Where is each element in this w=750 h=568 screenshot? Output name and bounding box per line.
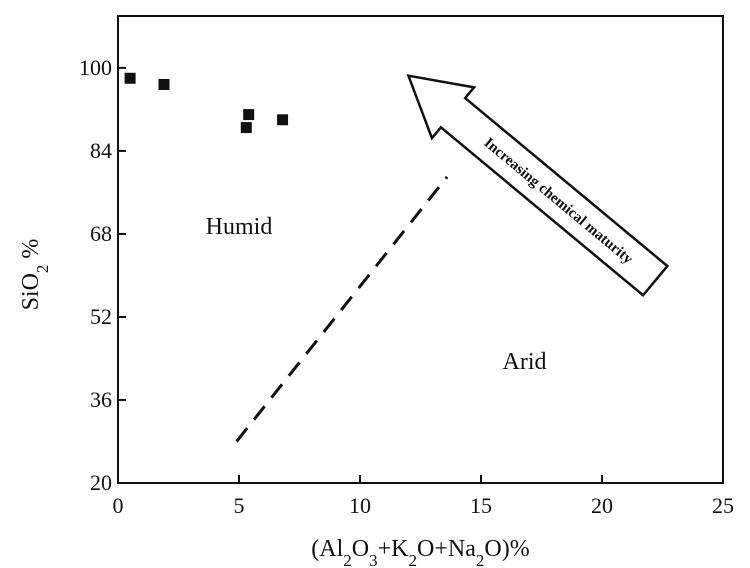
region-labels: Humid Arid	[206, 214, 547, 375]
y-tick-label: 36	[90, 387, 112, 412]
y-tick-label: 68	[90, 221, 112, 246]
data-point	[243, 109, 255, 121]
plot-area-frame	[117, 15, 724, 484]
data-point	[240, 122, 252, 134]
x-tick-label: 20	[591, 493, 613, 518]
data-point	[124, 72, 136, 84]
y-tick-label: 52	[90, 304, 112, 329]
x-tick-label: 10	[349, 493, 371, 518]
x-tick-label: 25	[712, 493, 734, 518]
maturity-arrow: Increasing chemical maturity	[406, 74, 670, 298]
region-label-humid: Humid	[206, 214, 273, 240]
dashed-divider-line	[235, 175, 449, 443]
y-tick-label: 100	[79, 55, 112, 80]
x-axis: 0 5 10 15 20 25	[113, 475, 734, 518]
y-axis: 20 36 52 68 84 100	[79, 55, 126, 495]
x-tick-label: 5	[234, 493, 245, 518]
x-axis-title: (Al2O3+K2O+Na2O)%	[311, 536, 529, 568]
region-label-arid: Arid	[503, 349, 547, 375]
y-tick-label: 84	[90, 138, 112, 163]
y-axis-title: SiO2 %	[18, 239, 52, 311]
x-tick-label: 0	[113, 493, 124, 518]
data-point	[158, 78, 170, 90]
data-point	[277, 114, 289, 126]
y-tick-label: 20	[90, 470, 112, 495]
arrow-shape	[406, 74, 670, 298]
data-points	[124, 72, 289, 134]
x-tick-label: 15	[470, 493, 492, 518]
arrow-label: Increasing chemical maturity	[481, 135, 636, 268]
